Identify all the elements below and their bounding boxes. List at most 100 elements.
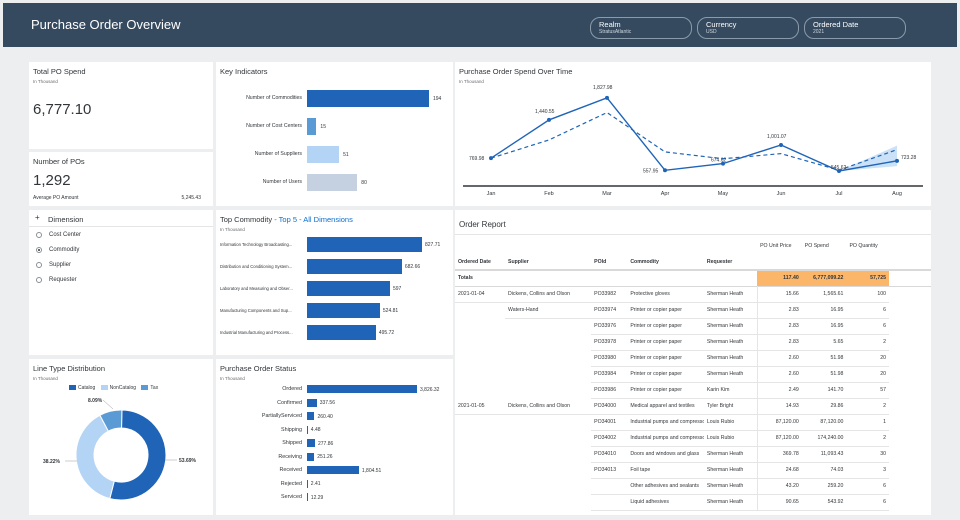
add-icon[interactable]: + (35, 213, 40, 222)
card-title: Top Commodity - Top 5 - All Dimensions (220, 215, 353, 224)
col-header[interactable]: Requester (706, 258, 733, 265)
bar-label: Distribution and Conditioning System... (220, 264, 293, 269)
table-cell: Liquid adhesives (627, 494, 704, 511)
bar[interactable] (307, 466, 359, 474)
table-row[interactable]: PO33976 Printer or copier paper Sherman He… (455, 318, 931, 335)
data-point[interactable] (605, 95, 609, 100)
table-row[interactable]: PO33980 Printer or copier paper Sherman He… (455, 350, 931, 367)
header-row: Ordered Date Supplier POId Commodity Request… (455, 254, 931, 270)
table-row[interactable]: PO34001 Industrial pumps and compressors L… (455, 414, 931, 431)
table-cell: 51.98 (801, 350, 847, 367)
data-label: 674.62 (711, 158, 727, 164)
bar[interactable] (307, 398, 317, 407)
card-title: Line Type Distribution (33, 364, 105, 373)
table-cell: 259.20 (801, 478, 847, 495)
bar[interactable] (307, 118, 317, 135)
dimension-option-commodity[interactable]: Commodity (36, 247, 79, 253)
bar-value: 682.66 (404, 264, 421, 270)
table-row[interactable]: PO34010 Doors and windows and glass Sherma… (455, 446, 931, 463)
radio-icon (36, 262, 42, 268)
table-cell (505, 446, 591, 462)
bar[interactable] (307, 452, 315, 461)
data-point[interactable] (547, 117, 551, 122)
col-header[interactable]: Ordered Date (458, 258, 491, 265)
table-row[interactable]: Waters-Hand PO33974 Printer or copier pape… (455, 302, 931, 319)
po-status-card[interactable]: Purchase Order Status In Thousand Ordere… (216, 359, 453, 515)
filter-ordered-date[interactable]: Ordered Date 2021 (804, 17, 906, 39)
col-header[interactable]: Supplier (508, 258, 529, 265)
bar[interactable] (307, 325, 376, 340)
bar[interactable] (307, 303, 380, 318)
table-cell: 141.70 (801, 382, 847, 399)
bar[interactable] (307, 439, 315, 447)
bar-label: Confirmed (277, 399, 302, 406)
donut-slice[interactable] (99, 409, 123, 432)
data-point[interactable] (895, 158, 899, 163)
table-row[interactable]: PO33978 Printer or copier paper Sherman He… (455, 334, 931, 351)
bar[interactable] (307, 237, 422, 252)
bar-value: 827.71 (425, 242, 441, 248)
card-title: Order Report (459, 220, 506, 229)
table-cell: Printer or copier paper (627, 334, 704, 351)
top-commodity-card[interactable]: Top Commodity - Top 5 - All Dimensions I… (216, 210, 453, 355)
bar-value: 3,826.32 (420, 386, 440, 393)
table-cell: PO34013 (591, 462, 628, 479)
bar-label: Number of Users (262, 179, 302, 185)
table-row[interactable]: 2021-01-04 Dickens, Collins and Olson PO33… (455, 286, 931, 303)
table-cell: Sherman Heath (703, 494, 758, 511)
donut-slice[interactable] (109, 409, 167, 501)
col-header[interactable]: Commodity (630, 258, 659, 265)
bar[interactable] (307, 281, 390, 296)
filter-value: 2021 (813, 29, 825, 35)
table-row[interactable]: PO34013 Foil tape Sherman Heath 24.68 74.03 3 (455, 462, 931, 479)
spend-over-time-card[interactable]: Purchase Order Spend Over Time In Thousa… (455, 62, 931, 206)
data-point[interactable] (663, 168, 667, 173)
bar[interactable] (307, 425, 308, 434)
col-header[interactable]: PO Spend (804, 243, 829, 249)
bar[interactable] (307, 259, 402, 274)
table-cell: PO33984 (591, 366, 628, 383)
order-table: PO Unit Price PO Spend PO Quantity Order… (455, 238, 931, 511)
all-dimensions-link[interactable]: - Top 5 - All Dimensions (274, 215, 353, 224)
bar-label: Number of Suppliers (254, 151, 302, 157)
series-line (490, 96, 898, 172)
data-point[interactable] (489, 156, 493, 161)
filter-currency[interactable]: Currency USD (697, 17, 799, 39)
total-po-spend-card[interactable]: Total PO Spend In Thousand 6,777.10 (29, 62, 213, 149)
table-cell: Foil tape (627, 462, 704, 479)
bar[interactable] (307, 90, 429, 107)
table-row[interactable]: PO33984 Printer or copier paper Sherman He… (455, 366, 931, 383)
dimension-option-cost-center[interactable]: Cost Center (36, 232, 81, 238)
line-type-card[interactable]: Line Type Distribution In Thousand Catal… (29, 359, 213, 515)
bar[interactable] (307, 174, 358, 191)
table-cell (505, 462, 591, 478)
table-row[interactable]: Other adhesives and sealants Sherman Heat… (455, 478, 931, 495)
table-cell: 11,093.43 (801, 446, 847, 463)
filter-realm[interactable]: Realm StratusAtlantic (590, 17, 692, 39)
bar[interactable] (307, 412, 315, 420)
table-cell: 2 (846, 430, 889, 447)
bar[interactable] (307, 479, 308, 488)
col-header[interactable]: PO Unit Price (760, 243, 792, 249)
dimension-option-supplier[interactable]: Supplier (36, 262, 71, 268)
key-indicators-card[interactable]: Key Indicators Number of Commodities 194 N… (216, 62, 453, 206)
bar[interactable] (307, 385, 417, 393)
dimension-option-requester[interactable]: Requester (36, 277, 77, 283)
bar-label: Information Technology Broadcasting... (220, 242, 293, 247)
data-point[interactable] (721, 161, 725, 166)
bar[interactable] (307, 493, 308, 501)
col-header[interactable]: PO Quantity (849, 243, 878, 249)
table-row[interactable]: Liquid adhesives Sherman Heath 90.65 543.92… (455, 494, 931, 511)
donut-slice[interactable] (75, 414, 115, 500)
table-row[interactable]: PO34002 Industrial pumps and compressors L… (455, 430, 931, 447)
data-label: 1,440.55 (535, 109, 555, 115)
data-point[interactable] (779, 142, 783, 147)
col-header[interactable]: POId (594, 258, 607, 265)
option-label: Commodity (49, 247, 80, 253)
table-row[interactable]: PO33986 Printer or copier paper Karin Kim 2… (455, 382, 931, 399)
table-cell: 369.78 (756, 446, 802, 463)
bar[interactable] (307, 146, 340, 163)
data-point[interactable] (837, 168, 841, 173)
table-row[interactable]: 2021-01-05 Dickens, Collins and Olson PO34… (455, 398, 931, 415)
number-of-pos-card[interactable]: Number of POs 1,292 Average PO Amount 5,… (29, 152, 213, 206)
